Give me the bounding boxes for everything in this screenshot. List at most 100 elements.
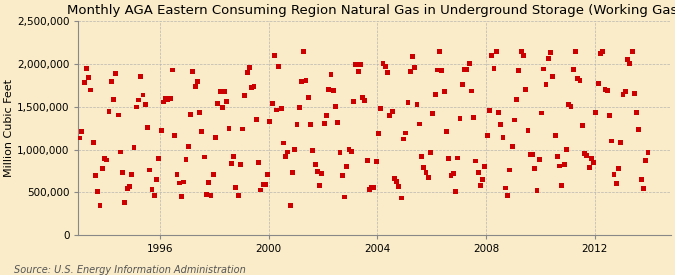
Point xyxy=(165,96,176,100)
Point xyxy=(520,87,531,92)
Point xyxy=(577,124,588,128)
Point xyxy=(233,194,244,198)
Point xyxy=(462,68,472,72)
Point xyxy=(380,65,391,69)
Point xyxy=(140,102,151,107)
Title: Monthly AGA Eastern Consuming Region Natural Gas in Underground Storage (Working: Monthly AGA Eastern Consuming Region Nat… xyxy=(67,4,675,17)
Point xyxy=(346,149,356,154)
Point xyxy=(108,97,119,102)
Point xyxy=(616,140,626,144)
Point xyxy=(196,129,207,133)
Point xyxy=(405,70,416,74)
Point xyxy=(104,109,115,114)
Point xyxy=(178,180,189,184)
Point xyxy=(287,170,298,175)
Point xyxy=(258,182,269,186)
Point xyxy=(595,51,605,56)
Point xyxy=(534,157,545,162)
Point xyxy=(638,187,649,191)
Point xyxy=(294,106,304,110)
Point xyxy=(260,182,271,187)
Point xyxy=(418,165,429,169)
Point xyxy=(337,174,348,178)
Point xyxy=(609,172,620,177)
Point xyxy=(466,89,477,93)
Point xyxy=(138,93,148,97)
Point xyxy=(244,65,255,69)
Point xyxy=(626,49,637,53)
Point xyxy=(357,96,368,100)
Point xyxy=(375,106,386,111)
Point xyxy=(160,96,171,100)
Point xyxy=(602,88,613,92)
Point xyxy=(275,106,286,111)
Point xyxy=(194,110,205,115)
Point xyxy=(407,54,418,59)
Point xyxy=(235,163,246,167)
Point xyxy=(584,165,595,169)
Point xyxy=(285,203,296,208)
Point xyxy=(353,70,364,74)
Point xyxy=(131,105,142,109)
Point xyxy=(174,181,185,185)
Point xyxy=(421,170,431,175)
Point xyxy=(631,111,642,115)
Point xyxy=(414,122,425,126)
Point xyxy=(549,133,560,138)
Point xyxy=(237,127,248,131)
Point xyxy=(79,80,90,84)
Point xyxy=(223,126,234,131)
Point xyxy=(95,204,105,208)
Point xyxy=(350,63,361,67)
Text: Source: U.S. Energy Information Administration: Source: U.S. Energy Information Administ… xyxy=(14,265,245,275)
Point xyxy=(201,192,212,197)
Point xyxy=(437,68,448,73)
Point xyxy=(452,156,463,160)
Point xyxy=(620,89,630,94)
Point xyxy=(441,129,452,134)
Point xyxy=(634,128,645,132)
Point xyxy=(475,183,486,188)
Point xyxy=(115,150,126,154)
Point xyxy=(423,175,434,180)
Point xyxy=(344,147,354,152)
Point xyxy=(280,155,291,159)
Point xyxy=(514,68,524,72)
Point xyxy=(599,87,610,92)
Point xyxy=(86,88,97,92)
Point xyxy=(539,67,549,71)
Point xyxy=(443,157,454,161)
Point xyxy=(556,183,567,188)
Point xyxy=(355,62,366,67)
Point xyxy=(554,164,565,168)
Point xyxy=(113,113,124,117)
Point xyxy=(468,116,479,120)
Point xyxy=(641,158,651,163)
Point xyxy=(126,172,137,177)
Point xyxy=(464,61,475,66)
Point xyxy=(572,76,583,81)
Point xyxy=(292,122,302,127)
Point xyxy=(151,177,162,182)
Point xyxy=(217,105,227,110)
Point xyxy=(219,89,230,94)
Point xyxy=(74,136,85,140)
Point xyxy=(495,122,506,127)
Point xyxy=(76,130,87,134)
Point xyxy=(450,189,461,194)
Point xyxy=(624,61,635,65)
Point xyxy=(502,193,513,198)
Point xyxy=(278,141,289,145)
Point xyxy=(611,181,622,185)
Point xyxy=(643,150,653,155)
Point xyxy=(409,65,420,70)
Point xyxy=(541,82,551,87)
Point xyxy=(307,148,318,153)
Point xyxy=(500,186,511,190)
Point xyxy=(504,168,515,172)
Point xyxy=(90,173,101,177)
Point xyxy=(206,194,217,198)
Point xyxy=(566,104,576,109)
Point xyxy=(432,68,443,72)
Point xyxy=(312,169,323,174)
